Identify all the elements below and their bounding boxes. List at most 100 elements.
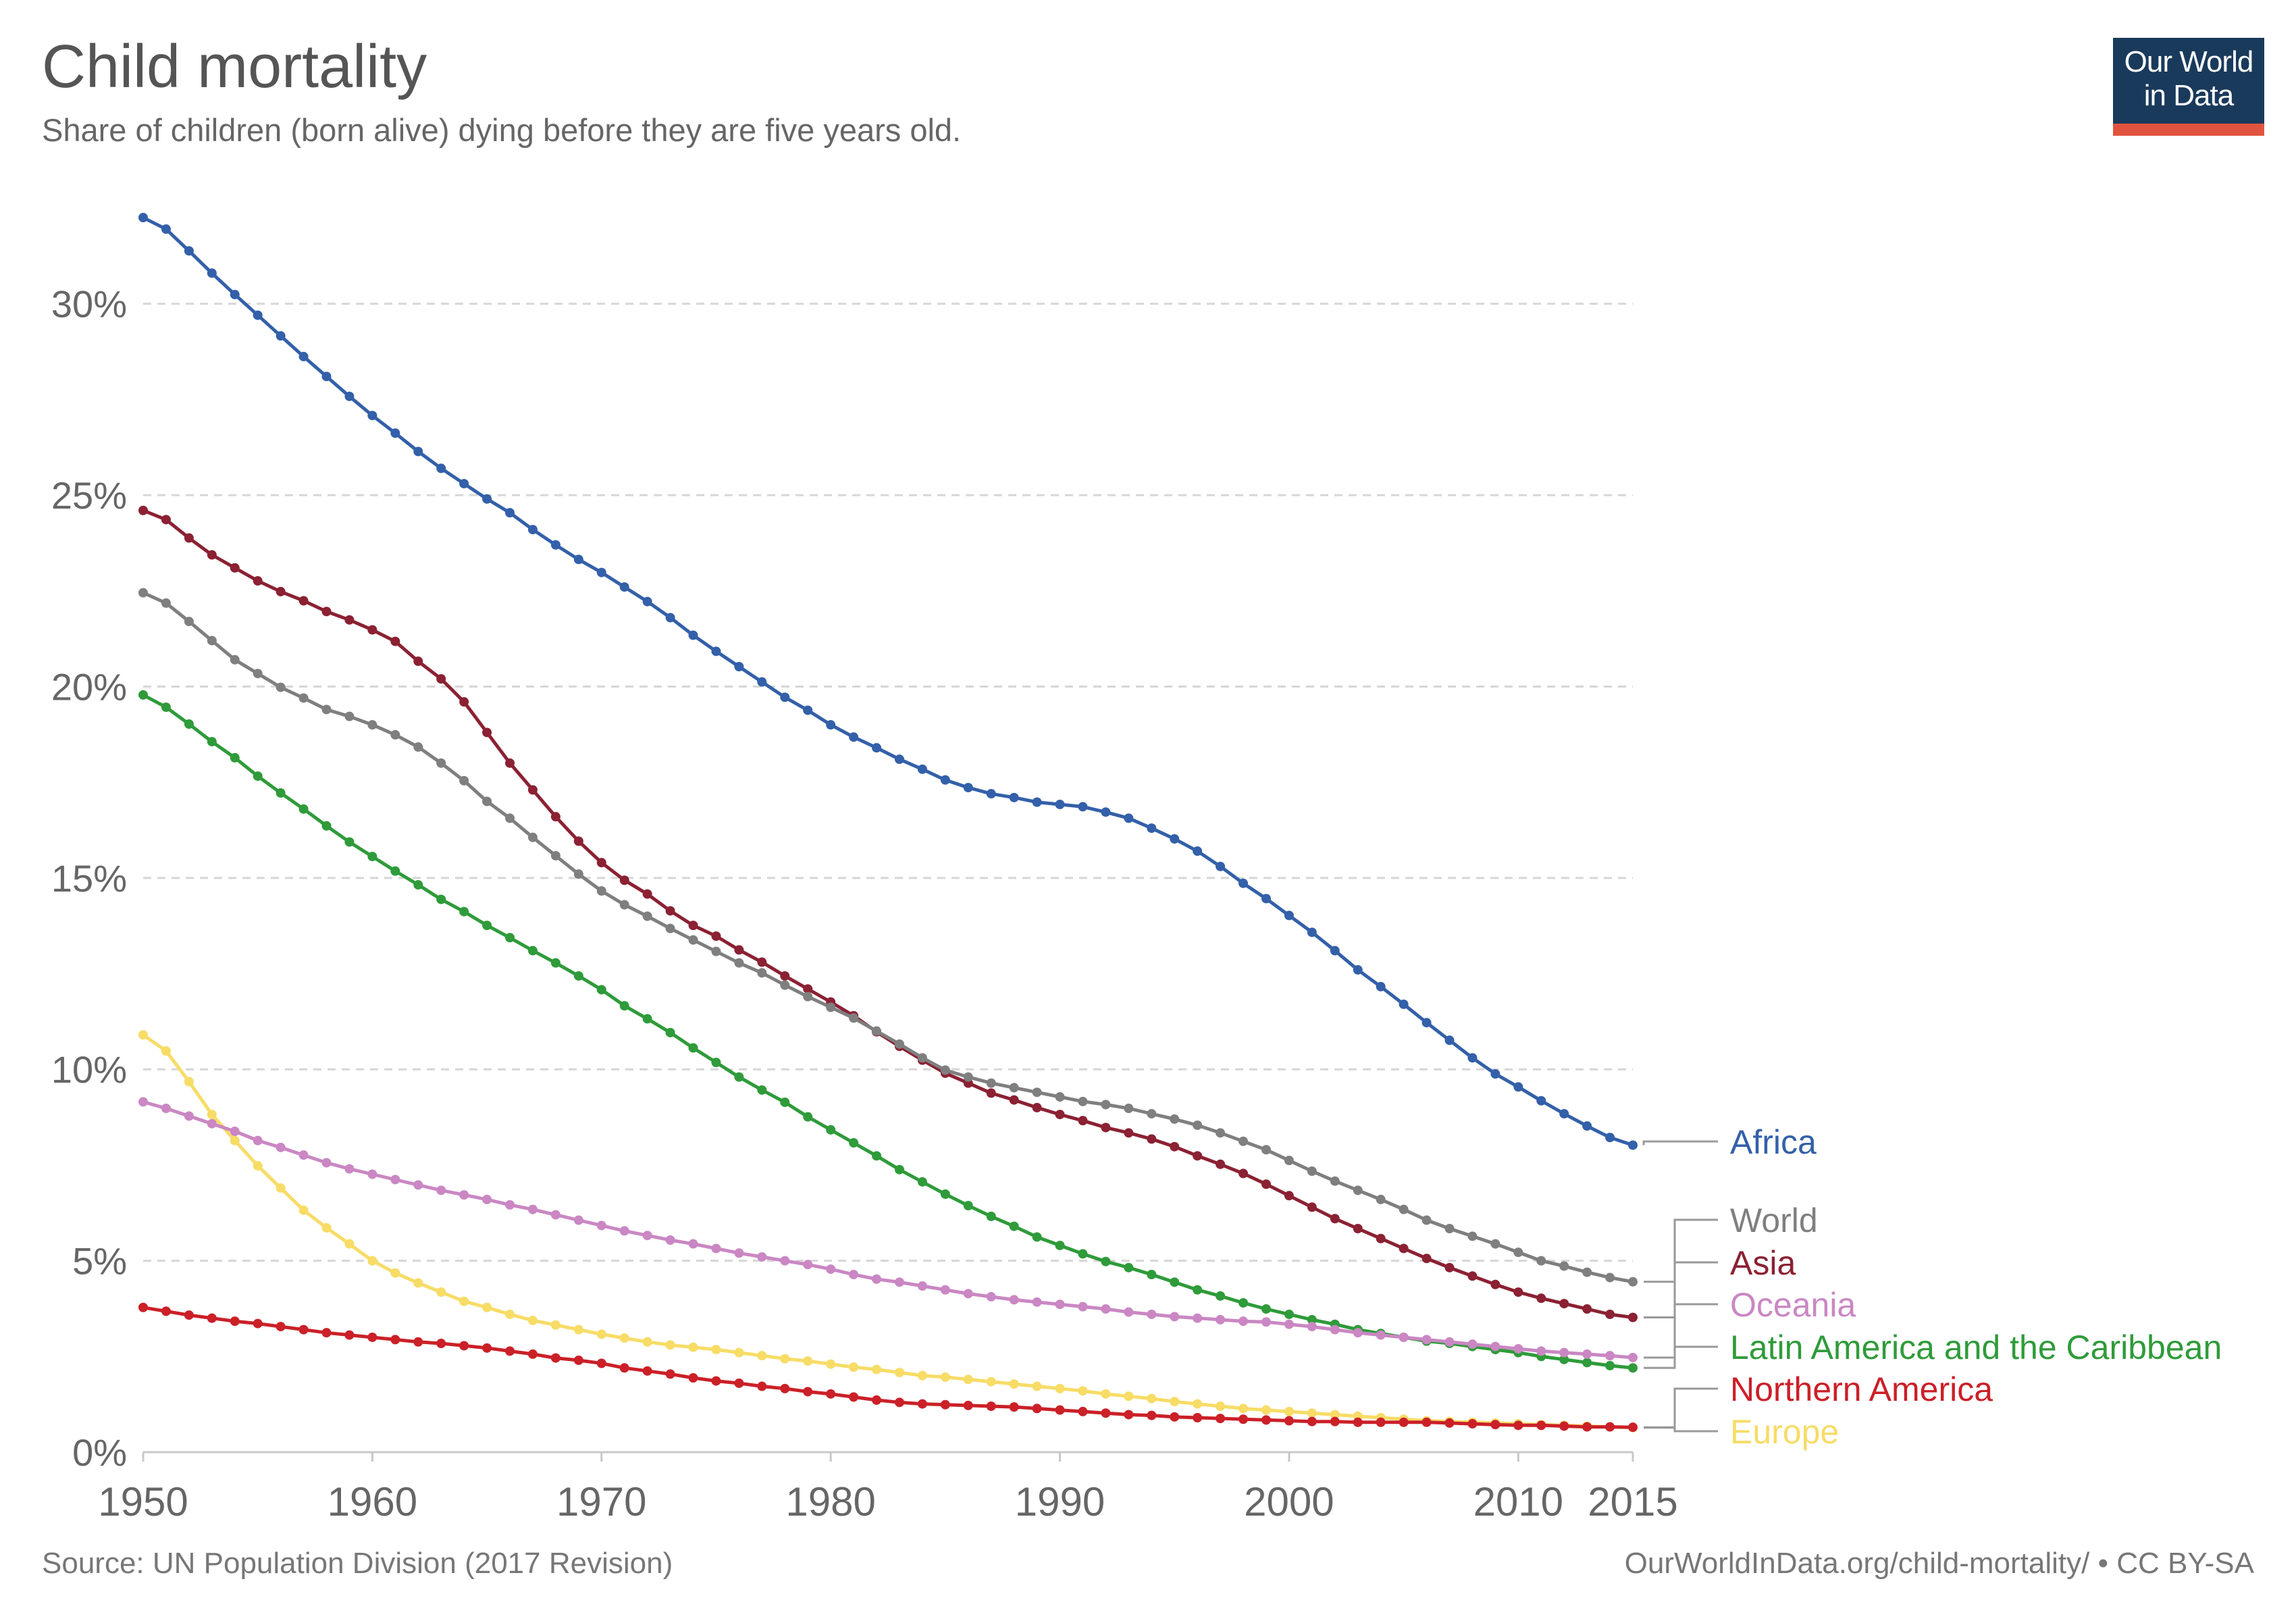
data-point: [1353, 1224, 1363, 1234]
data-point: [1124, 1128, 1134, 1138]
data-point: [940, 1285, 950, 1295]
data-point: [986, 1291, 996, 1302]
data-point: [230, 1127, 240, 1137]
data-point: [1284, 1191, 1294, 1201]
data-point: [688, 935, 698, 945]
data-point: [207, 636, 217, 646]
data-point: [344, 391, 355, 401]
data-point: [413, 1278, 423, 1288]
data-point: [1467, 1053, 1478, 1063]
data-point: [940, 775, 950, 785]
data-point: [1261, 1317, 1271, 1327]
data-point: [1261, 1415, 1271, 1425]
data-point: [1124, 1307, 1134, 1317]
data-point: [963, 1072, 973, 1082]
data-point: [1009, 792, 1019, 802]
chart-license-link[interactable]: OurWorldInData.org/child-mortality/ • CC…: [1624, 1547, 2254, 1580]
data-point: [321, 704, 332, 715]
logo-text-line2: in Data: [2143, 79, 2234, 112]
data-point: [917, 1399, 927, 1409]
data-point: [734, 1378, 744, 1388]
data-point: [963, 1289, 973, 1299]
data-point: [665, 1369, 675, 1379]
data-point: [1101, 1304, 1111, 1314]
data-point: [688, 921, 698, 931]
data-point: [711, 1058, 721, 1068]
series-label: Oceania: [1730, 1286, 1856, 1324]
data-point: [688, 1342, 698, 1352]
data-point: [1170, 834, 1180, 844]
data-point: [986, 1376, 996, 1387]
data-point: [436, 758, 446, 768]
owid-logo[interactable]: Our World in Data: [2113, 38, 2264, 136]
data-point: [573, 869, 583, 879]
data-point: [1536, 1256, 1546, 1266]
data-point: [734, 1248, 744, 1258]
data-point: [1330, 946, 1340, 956]
data-point: [1078, 1249, 1088, 1259]
data-point: [1009, 1221, 1019, 1231]
data-point: [734, 1347, 744, 1358]
series-label: Asia: [1730, 1244, 1796, 1282]
series-label: Africa: [1730, 1123, 1817, 1161]
data-point: [1170, 1397, 1180, 1407]
data-point: [298, 1205, 309, 1215]
data-point: [459, 479, 469, 489]
data-point: [1032, 1087, 1042, 1098]
data-point: [1605, 1351, 1615, 1361]
data-point: [527, 785, 538, 795]
y-tick-label: 30%: [51, 283, 127, 326]
data-point: [1147, 823, 1157, 833]
label-connector: [1644, 1345, 1718, 1369]
data-point: [1261, 1304, 1271, 1314]
data-point: [505, 1309, 515, 1319]
data-point: [1009, 1083, 1019, 1093]
data-point: [1078, 1116, 1088, 1126]
data-point: [780, 1256, 790, 1266]
data-point: [1582, 1358, 1592, 1368]
data-point: [619, 1363, 629, 1373]
data-point: [1284, 1319, 1294, 1329]
data-point: [665, 906, 675, 916]
data-point: [390, 1268, 400, 1278]
data-point: [367, 720, 377, 730]
data-point: [321, 1328, 332, 1338]
data-point: [1216, 1159, 1226, 1169]
data-point: [321, 607, 332, 617]
data-point: [1490, 1239, 1501, 1249]
data-point: [1170, 1277, 1180, 1287]
data-point: [367, 411, 377, 421]
data-point: [253, 1135, 263, 1146]
data-point: [1628, 1140, 1638, 1150]
data-point: [550, 540, 560, 550]
series-line: [142, 591, 1634, 1284]
series-label: Northern America: [1730, 1370, 1993, 1408]
data-point: [1628, 1353, 1638, 1363]
data-point: [1330, 1214, 1340, 1224]
data-point: [1032, 1102, 1042, 1112]
series-label: Europe: [1730, 1413, 1839, 1451]
data-point: [1238, 1414, 1249, 1424]
data-point: [619, 1226, 629, 1236]
data-point: [619, 582, 629, 592]
data-point: [1216, 1414, 1226, 1424]
data-point: [826, 1264, 836, 1275]
data-point: [253, 576, 263, 586]
data-point: [367, 1256, 377, 1266]
data-point: [1605, 1422, 1615, 1432]
data-point: [1628, 1312, 1638, 1322]
data-point: [1055, 1092, 1065, 1102]
data-point: [1055, 1300, 1065, 1310]
data-point: [757, 1381, 767, 1391]
data-point: [1055, 800, 1065, 810]
data-point: [1009, 1095, 1019, 1105]
data-point: [1421, 1417, 1432, 1427]
x-tick-label: 1970: [556, 1479, 646, 1524]
data-point: [1124, 1391, 1134, 1401]
data-point: [1261, 1405, 1271, 1415]
x-tick-label: 1950: [98, 1479, 188, 1524]
data-point: [527, 832, 538, 842]
data-point: [757, 957, 767, 967]
data-point: [780, 1097, 790, 1107]
